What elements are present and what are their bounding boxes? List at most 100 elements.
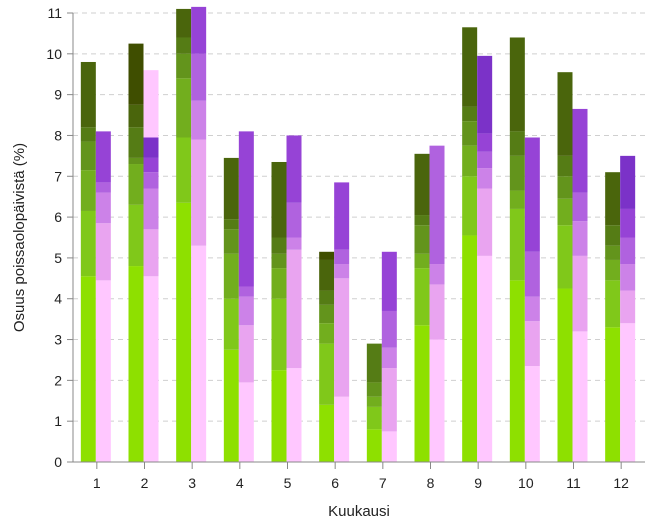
- bars: [80, 6, 636, 462]
- bar-segment: [572, 331, 588, 462]
- bar-segment: [429, 339, 445, 462]
- bar-segment: [509, 280, 525, 462]
- bar-segment: [128, 127, 144, 158]
- y-tick-label: 6: [54, 209, 62, 225]
- bar-segment: [477, 255, 493, 462]
- bar-segment: [477, 188, 493, 256]
- bar-segment: [95, 223, 111, 281]
- bar-segment: [238, 131, 254, 287]
- bar-segment: [223, 229, 239, 254]
- x-tick-labels: 1 2 3 4 5 6 7 8 9 10 11 12: [93, 462, 629, 491]
- bar-segment: [80, 61, 96, 128]
- bar-segment: [80, 141, 96, 171]
- bar-segment: [128, 157, 144, 165]
- bar-segment: [176, 37, 192, 54]
- bar-segment: [429, 264, 445, 285]
- bar-segment: [271, 268, 287, 299]
- bar-segment: [128, 104, 144, 128]
- bar-segment: [414, 153, 430, 216]
- bar-segment: [620, 155, 636, 209]
- bar-segment: [191, 245, 207, 462]
- bar-segment: [319, 304, 335, 324]
- bar-segment: [223, 253, 239, 299]
- bar-segment: [605, 245, 621, 260]
- bar-segment: [334, 396, 350, 462]
- y-tick-label: 10: [46, 46, 62, 62]
- bar-segment: [271, 298, 287, 371]
- bar-segment: [95, 192, 111, 224]
- bar-segment: [366, 396, 382, 407]
- bar-segment: [238, 382, 254, 462]
- bar-segment: [524, 321, 540, 367]
- x-tick-label: 1: [93, 475, 101, 491]
- x-tick-label: 6: [331, 475, 339, 491]
- bar-segment: [95, 280, 111, 462]
- y-tick-labels: 0 1 2 3 4 5 6 7 8 9 10 11: [46, 5, 73, 470]
- bar-segment: [143, 172, 159, 189]
- bar-segment: [271, 161, 287, 238]
- bar-segment: [286, 368, 302, 462]
- bar-segment: [381, 251, 397, 311]
- bar-segment: [605, 327, 621, 462]
- bar-segment: [524, 366, 540, 462]
- bar-segment: [557, 288, 573, 462]
- bar-segment: [509, 131, 525, 156]
- bar-segment: [319, 290, 335, 305]
- bar-segment: [143, 276, 159, 462]
- bar-segment: [80, 170, 96, 211]
- bar-segment: [381, 347, 397, 369]
- bar-segment: [620, 237, 636, 265]
- bar-segment: [334, 278, 350, 397]
- bar-segment: [176, 78, 192, 138]
- bar-segment: [462, 176, 478, 236]
- bar-segment: [143, 229, 159, 277]
- x-tick-label: 10: [518, 475, 534, 491]
- axes: [72, 13, 645, 463]
- bar-segment: [605, 172, 621, 226]
- bar-segment: [128, 266, 144, 462]
- y-tick-label: 4: [54, 291, 62, 307]
- bar-segment: [319, 251, 335, 260]
- y-tick-label: 7: [54, 168, 62, 184]
- bar-segment: [271, 237, 287, 254]
- bar-segment: [334, 264, 350, 279]
- x-tick-label: 7: [379, 475, 387, 491]
- bar-segment: [176, 202, 192, 462]
- y-tick-label: 0: [54, 454, 62, 470]
- y-tick-label: 5: [54, 250, 62, 266]
- bar-segment: [191, 6, 207, 54]
- bar-segment: [319, 323, 335, 344]
- x-tick-label: 5: [284, 475, 292, 491]
- bar-segment: [176, 137, 192, 203]
- bar-segment: [620, 264, 636, 291]
- bar-segment: [223, 349, 239, 462]
- y-tick-label: 1: [54, 413, 62, 429]
- bar-segment: [477, 55, 493, 134]
- bar-segment: [557, 72, 573, 156]
- bar-segment: [381, 310, 397, 348]
- bar-segment: [223, 157, 239, 220]
- bar-segment: [271, 370, 287, 462]
- bar-segment: [462, 121, 478, 146]
- bar-segment: [462, 106, 478, 122]
- bar-segment: [572, 221, 588, 256]
- bar-segment: [572, 192, 588, 222]
- bar-segment: [557, 176, 573, 199]
- x-tick-label: 2: [141, 475, 149, 491]
- bar-segment: [223, 298, 239, 350]
- x-tick-label: 12: [613, 475, 629, 491]
- bar-segment: [191, 100, 207, 140]
- bar-segment: [176, 8, 192, 38]
- bar-segment: [80, 276, 96, 462]
- bar-segment: [605, 225, 621, 246]
- bar-segment: [462, 27, 478, 107]
- bar-segment: [128, 204, 144, 267]
- bar-segment: [509, 155, 525, 191]
- bar-segment: [381, 431, 397, 462]
- bar-segment: [143, 157, 159, 173]
- bar-segment: [620, 323, 636, 462]
- bar-segment: [381, 368, 397, 432]
- bar-segment: [271, 253, 287, 269]
- bar-segment: [80, 210, 96, 277]
